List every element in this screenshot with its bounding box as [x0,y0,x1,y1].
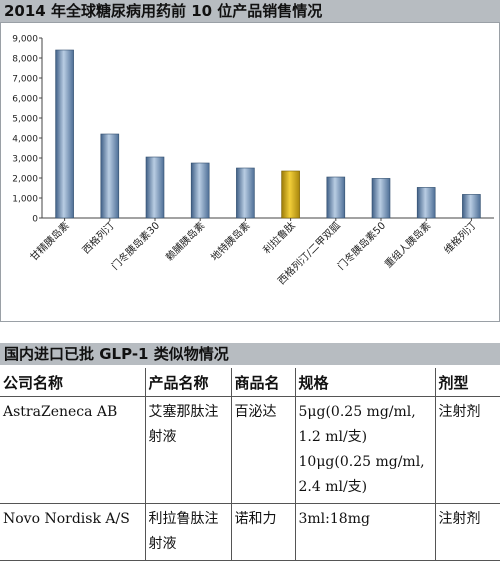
brand-cell: 诺和力 [230,503,295,561]
spec-line: 2.4 ml/支) [298,479,368,495]
product-cell: 利拉鲁肽注射液 [144,503,231,561]
spec-line: 3ml:18mg [298,511,370,527]
table-row: AstraZeneca AB 艾塞那肽注射液 百泌达 5μg(0.25 mg/m… [0,396,500,504]
y-tick-label: 9,000 [12,35,38,45]
y-tick-label: 2,000 [12,175,38,185]
y-tick-label: 3,000 [12,155,38,165]
chart-title: 2014 年全球糖尿病用药前 10 位产品销售情况 [0,0,500,22]
table-title: 国内进口已批 GLP-1 类似物情况 [0,343,500,365]
y-tick-label: 5,000 [12,115,38,125]
y-tick-label: 4,000 [12,135,38,145]
company-cell: Novo Nordisk A/S [0,503,145,561]
y-tick-label: 6,000 [12,95,38,105]
y-tick-label: 7,000 [12,75,38,85]
bar-chart: 0 1,000 2,000 3,000 4,000 5,000 6,000 7,000 8,00… [0,22,500,322]
spec-line: 1.2 ml/支) [298,429,368,445]
header-form: 剂型 [434,368,500,397]
product-cell: 艾塞那肽注射液 [144,396,231,504]
spec-cell: 3ml:18mg [294,503,435,561]
spec-line: 10μg(0.25 mg/ml, [298,454,425,470]
form-cell: 注射剂 [434,503,500,561]
y-tick-label: 8,000 [12,55,38,65]
table-header-row: 公司名称 产品名称 商品名 规格 剂型 [0,368,500,397]
brand-cell: 百泌达 [230,396,295,504]
company-cell: AstraZeneca AB [0,396,145,504]
form-cell: 注射剂 [434,396,500,504]
spec-cell: 5μg(0.25 mg/ml, 1.2 ml/支) 10μg(0.25 mg/m… [294,396,435,504]
spec-line: 5μg(0.25 mg/ml, [298,404,416,420]
y-tick-label: 0 [32,215,38,225]
chart-canvas: 0 1,000 2,000 3,000 4,000 5,000 6,000 7,000 8,00… [12,35,494,287]
y-tick-label: 1,000 [12,195,38,205]
header-spec: 规格 [294,368,435,397]
table-row: Novo Nordisk A/S 利拉鲁肽注射液 诺和力 3ml:18mg 注射… [0,503,500,561]
header-brand: 商品名 [230,368,295,397]
header-company: 公司名称 [0,368,145,397]
header-product: 产品名称 [144,368,231,397]
chart-frame [0,22,500,322]
glp1-table: 公司名称 产品名称 商品名 规格 剂型 AstraZeneca AB 艾塞那肽注… [0,368,500,561]
